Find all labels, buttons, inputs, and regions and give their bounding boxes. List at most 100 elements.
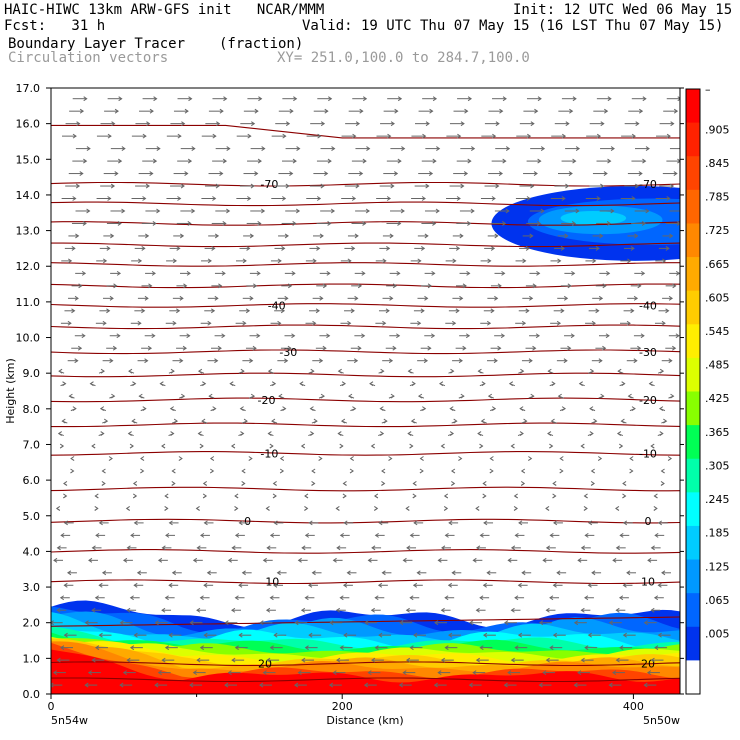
vector-arrow-head [451,481,456,486]
vector-arrow-head [371,657,376,663]
vector-arrow-head [149,171,154,176]
vector-arrow-head [443,506,449,511]
isotherm-label: 0 [644,515,651,528]
vector-arrow-head [459,233,464,239]
y-axis: 0.0 1.0 2.0 3.0 4.0 5.0 6.0 7.0 8.0 9.0 10.0 11.0 12… [16,82,684,701]
vector-arrow-head [422,406,427,412]
vector-arrow-head [132,381,137,387]
vector-arrow-head [419,468,424,474]
chart-title: HAIC-HIWC 13km ARW-GFS init NCAR/MMM [4,2,325,18]
vector-arrow-head [189,620,194,626]
vector-arrow-head [189,682,194,688]
vector-arrow-head [362,96,368,102]
vector-arrow-head [337,368,342,374]
vector-arrow-head [455,245,461,251]
vector-arrow-head [83,158,88,164]
vector-arrow-head [271,418,276,424]
vector-arrow-head [67,570,72,576]
vector-arrow-head [100,431,105,436]
vector-arrow-head [203,520,208,526]
vector-arrow-head [545,607,550,613]
vector-arrow-head [412,493,417,499]
vector-arrow-head [458,456,463,461]
vector-arrow-head [216,121,221,127]
vector-arrow-head [480,418,485,424]
vector-arrow-head [412,481,417,486]
vector-arrow-head [206,570,211,576]
vector-arrow-head [111,121,116,127]
vector-arrow-head [169,406,174,412]
vector-arrow-head [300,443,306,449]
vector-arrow-head [610,146,615,152]
colorbar-label: .185 [705,527,730,540]
vector-arrow-head [650,607,655,613]
vector-arrow-head [467,158,472,164]
vector-arrow-head [238,632,243,638]
vector-arrow-head [416,570,421,576]
vector-arrow-head [382,320,387,326]
vector-arrow-head [425,121,430,127]
vector-arrow-head [126,607,131,613]
vector-arrow-head [142,196,147,201]
vector-arrow-head [243,418,248,424]
vector-arrow-head [371,545,376,551]
vector-arrow-head [449,431,455,436]
vector-arrow-head [618,595,624,601]
vector-arrow-head [402,670,407,676]
vector-arrow-head [519,431,524,436]
colorbar-label: .605 [705,291,730,304]
vector-arrow-head [79,171,84,176]
vector-arrow-head [381,468,386,474]
vector-arrow-head [151,333,156,339]
x-tick-label: 400 [623,700,644,713]
vector-arrow-head [304,532,310,538]
vector-arrow-head [51,620,54,626]
vector-arrow-head [547,368,552,374]
vector-arrow-head [310,368,315,374]
vector-arrow-head [570,333,575,339]
vector-arrow-head [510,607,515,613]
colorbar-label: .305 [705,459,730,472]
vector-arrow-head [503,682,508,688]
vector-arrow-head [617,368,622,374]
vector-arrow-head [675,270,680,276]
isotherm-line [51,451,680,456]
vector-arrow-head [319,295,324,301]
vector-arrow-head [502,221,507,226]
vector-arrow-head [91,443,96,449]
vector-arrow-head [343,632,348,638]
vector-arrow-head [432,221,437,226]
vector-arrow-head [598,295,604,301]
vector-arrow-head [627,258,632,264]
isotherm-line [51,616,680,627]
vector-arrow-head [209,456,215,461]
vector-arrow-head [672,283,677,289]
vector-arrow-head [196,657,201,663]
vector-field-name: Circulation vectors [8,50,169,66]
vector-arrow-head [212,406,217,412]
vector-arrow-head [63,632,68,638]
isotherm-line [51,422,680,428]
vector-arrow-head [196,545,201,551]
vector-arrow-head [400,208,405,214]
vector-arrow-head [184,171,189,176]
vector-arrow-head [281,245,286,251]
vector-arrow-head [427,345,432,351]
vector-arrow-head [208,393,213,399]
vector-arrow-head [373,493,379,499]
isotherm-line [51,324,680,330]
vector-arrow-head [459,295,464,301]
vector-arrow-head [201,418,206,424]
field-units: (fraction) [219,36,304,52]
y-tick-label: 4.0 [23,545,41,558]
tracer-band [51,649,680,694]
vector-arrow-head [630,245,635,251]
vector-arrow-head [256,333,261,339]
vector-arrow-head [486,320,492,326]
vector-arrow-head [311,570,316,576]
vector-arrow-head [284,358,289,364]
vector-arrow-head [530,393,535,399]
vector-arrow-head [374,532,379,538]
vector-arrow-head [577,670,582,676]
y-tick-label: 15.0 [16,153,41,166]
